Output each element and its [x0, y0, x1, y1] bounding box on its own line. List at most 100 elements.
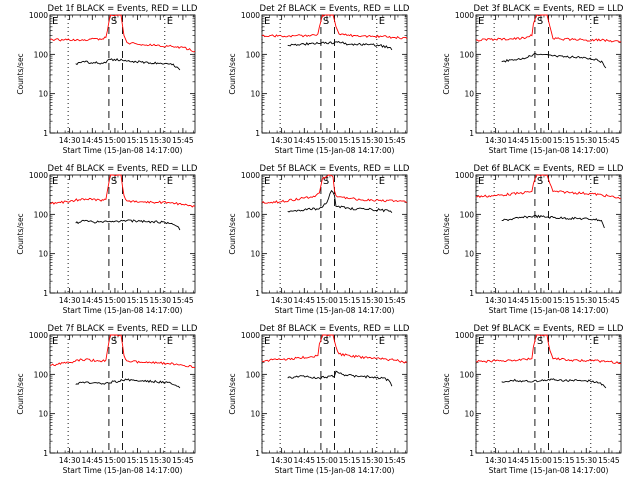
y-tick-label: 10: [38, 410, 48, 419]
x-axis-label: Start Time (15-Jan-08 14:17:00): [63, 466, 183, 475]
x-tick-label: 14:45: [293, 456, 315, 465]
marker-label: E: [478, 176, 484, 187]
marker-label: E: [52, 16, 58, 27]
x-tick-label: 15:15: [127, 136, 149, 145]
x-tick-label: 15:15: [339, 296, 361, 305]
x-tick-label: 14:45: [293, 136, 315, 145]
x-tick-label: 14:30: [271, 136, 293, 145]
y-tick-label: 100: [460, 50, 475, 59]
x-tick-label: 15:30: [149, 296, 171, 305]
marker-label: S: [323, 176, 329, 187]
chart-title: Det 6f BLACK = Events, RED = LLD: [474, 164, 624, 174]
panel-7: Det 7f BLACK = Events, RED = LLD 1 10 100 10…: [16, 324, 198, 475]
y-tick-label: 1: [43, 449, 48, 458]
events-series-line: [287, 189, 393, 213]
x-tick-label: 15:30: [361, 296, 383, 305]
y-tick-label: 1: [255, 449, 260, 458]
x-tick-label: 15:45: [598, 136, 620, 145]
x-tick-label: 14:30: [485, 296, 507, 305]
y-tick-label: 1000: [29, 11, 48, 20]
x-axis-label: Start Time (15-Jan-08 14:17:00): [489, 306, 609, 315]
x-tick-label: 15:15: [553, 456, 575, 465]
events-series-line: [75, 219, 181, 231]
x-tick-label: 15:15: [127, 296, 149, 305]
x-tick-label: 15:45: [172, 136, 194, 145]
x-tick-label: 14:30: [59, 296, 81, 305]
marker-label: E: [167, 16, 173, 27]
marker-label: E: [593, 16, 599, 27]
y-tick-label: 100: [34, 50, 49, 59]
y-tick-label: 1: [469, 289, 474, 298]
x-tick-label: 15:30: [575, 136, 597, 145]
lld-series-line: [261, 334, 408, 364]
events-series-line: [75, 378, 181, 389]
x-axis-label: Start Time (15-Jan-08 14:17:00): [489, 466, 609, 475]
lld-series-line: [475, 14, 622, 43]
y-tick-label: 1: [43, 129, 48, 138]
marker-label: E: [379, 336, 385, 347]
marker-label: E: [593, 336, 599, 347]
y-axis-label: Counts/sec: [228, 213, 237, 254]
y-tick-label: 1000: [455, 171, 474, 180]
panel-8: Det 8f BLACK = Events, RED = LLD 1 10 100 10…: [228, 324, 410, 475]
y-axis-label: Counts/sec: [442, 53, 451, 94]
x-tick-label: 15:00: [104, 136, 126, 145]
chart-title: Det 3f BLACK = Events, RED = LLD: [474, 4, 624, 14]
y-tick-label: 1: [43, 289, 48, 298]
chart-title: Det 9f BLACK = Events, RED = LLD: [474, 324, 624, 334]
x-tick-label: 15:00: [316, 296, 338, 305]
y-tick-label: 10: [250, 250, 260, 259]
x-tick-label: 15:45: [384, 296, 406, 305]
y-tick-label: 10: [250, 410, 260, 419]
x-tick-label: 15:30: [575, 296, 597, 305]
y-tick-label: 1: [255, 289, 260, 298]
y-tick-label: 1: [255, 129, 260, 138]
marker-label: S: [111, 176, 117, 187]
x-tick-label: 15:45: [598, 296, 620, 305]
marker-label: E: [52, 176, 58, 187]
x-tick-label: 15:30: [149, 456, 171, 465]
x-tick-label: 14:30: [485, 456, 507, 465]
events-series-line: [501, 378, 607, 389]
x-tick-label: 14:45: [507, 296, 529, 305]
x-tick-label: 14:45: [81, 456, 103, 465]
chart-title: Det 1f BLACK = Events, RED = LLD: [48, 4, 198, 14]
y-tick-label: 1000: [29, 331, 48, 340]
x-tick-label: 15:30: [361, 136, 383, 145]
y-tick-label: 1000: [455, 331, 474, 340]
y-tick-label: 100: [460, 370, 475, 379]
x-tick-label: 15:15: [339, 136, 361, 145]
events-series-line: [501, 52, 607, 69]
x-tick-label: 15:00: [316, 136, 338, 145]
x-tick-label: 14:30: [59, 456, 81, 465]
x-tick-label: 15:15: [553, 136, 575, 145]
marker-label: E: [167, 176, 173, 187]
y-axis-label: Counts/sec: [228, 53, 237, 94]
y-tick-label: 100: [246, 370, 261, 379]
x-tick-label: 14:45: [507, 136, 529, 145]
x-axis-label: Start Time (15-Jan-08 14:17:00): [63, 306, 183, 315]
marker-label: E: [167, 336, 173, 347]
y-tick-label: 10: [38, 250, 48, 259]
marker-label: S: [323, 336, 329, 347]
marker-label: E: [264, 176, 270, 187]
x-tick-label: 15:15: [127, 456, 149, 465]
y-axis-label: Counts/sec: [16, 53, 25, 94]
y-tick-label: 10: [464, 410, 474, 419]
marker-label: E: [478, 336, 484, 347]
marker-label: E: [379, 16, 385, 27]
x-tick-label: 14:30: [271, 456, 293, 465]
panel-4: Det 4f BLACK = Events, RED = LLD 1 10 100 10…: [16, 164, 198, 315]
marker-label: S: [537, 176, 543, 187]
events-series-line: [287, 40, 393, 51]
x-axis-label: Start Time (15-Jan-08 14:17:00): [63, 146, 183, 155]
x-tick-label: 15:30: [149, 136, 171, 145]
y-tick-label: 100: [246, 210, 261, 219]
marker-label: S: [537, 16, 543, 27]
y-tick-label: 100: [34, 210, 49, 219]
marker-label: S: [111, 16, 117, 27]
lld-series-line: [49, 334, 196, 368]
marker-label: E: [52, 336, 58, 347]
y-tick-label: 100: [460, 210, 475, 219]
